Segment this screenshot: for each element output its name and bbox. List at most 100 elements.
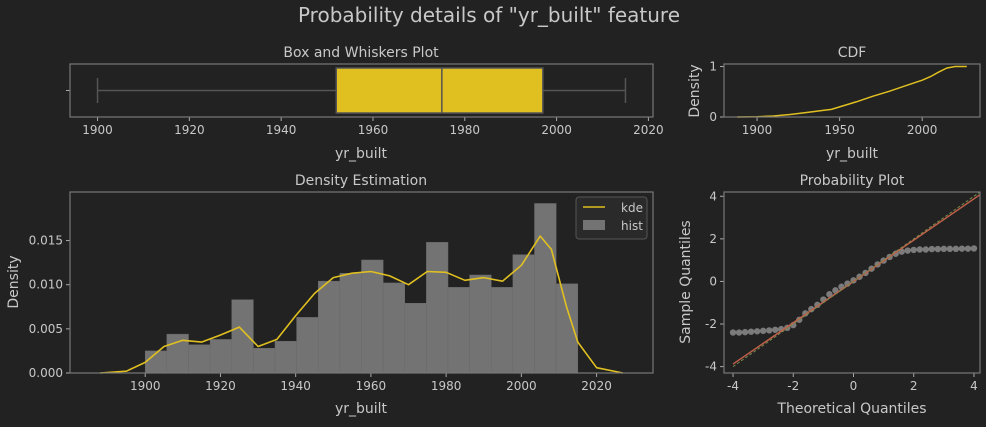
cdf-xlabel: yr_built bbox=[826, 146, 879, 162]
hist-bar bbox=[404, 302, 427, 374]
qq-ytick-label: -4 bbox=[705, 360, 717, 374]
density-legend: kde hist bbox=[575, 196, 648, 240]
box-xtick-label: 2000 bbox=[541, 123, 572, 137]
qq-point bbox=[765, 327, 773, 334]
qq-point bbox=[970, 245, 978, 252]
density-xlabel: yr_built bbox=[335, 401, 388, 417]
density-xtick-label: 2000 bbox=[506, 379, 537, 393]
density-panel: Density Estimation 1900 1920 1940 1960 1980 2… bbox=[6, 173, 654, 417]
hist-bar bbox=[491, 287, 514, 374]
hist-bar bbox=[209, 339, 232, 374]
hist-bar bbox=[447, 287, 470, 374]
hist-bar bbox=[188, 344, 211, 374]
qq-point bbox=[916, 246, 923, 253]
qq-point bbox=[934, 245, 942, 253]
box-xtick-label: 1980 bbox=[450, 123, 481, 137]
box-xtick-label: 1960 bbox=[358, 123, 389, 137]
density-ytick-label: 0.000 bbox=[29, 366, 63, 380]
box-xtick-label: 1940 bbox=[266, 123, 297, 137]
cdf-line bbox=[737, 65, 967, 118]
box-frame bbox=[69, 63, 654, 118]
qq-title: Probability Plot bbox=[800, 173, 905, 189]
box-xlabel: yr_built bbox=[335, 146, 388, 162]
hist-bar bbox=[339, 272, 362, 374]
hist-bar bbox=[382, 282, 406, 374]
density-xtick-label: 1960 bbox=[356, 379, 387, 393]
qq-ytick-label: 0 bbox=[709, 274, 717, 288]
legend-hist-swatch bbox=[583, 220, 605, 230]
hist-bar bbox=[555, 283, 579, 374]
qq-point bbox=[928, 245, 936, 253]
qq-point bbox=[759, 327, 767, 335]
box-panel: Box and Whiskers Plot 1900 1920 1940 1960 19… bbox=[66, 45, 664, 162]
qq-xtick-label: 2 bbox=[910, 379, 918, 393]
qq-point bbox=[747, 328, 755, 335]
hist-bar bbox=[361, 259, 384, 374]
cdf-xtick-label: 1900 bbox=[742, 123, 773, 137]
box-xtick-label: 2020 bbox=[633, 123, 664, 137]
qq-point bbox=[826, 291, 833, 298]
density-xtick-label: 1940 bbox=[280, 379, 311, 393]
figure-title: Probability details of "yr_built" featur… bbox=[298, 3, 680, 27]
density-xtick-label: 1980 bbox=[431, 379, 462, 393]
density-ylabel: Density bbox=[6, 255, 22, 308]
qq-point bbox=[940, 245, 948, 253]
cdf-panel: CDF 1900 1950 2000 0 1 yr_built Density bbox=[687, 45, 981, 162]
qq-point bbox=[735, 329, 743, 336]
cdf-ytick-label: 0 bbox=[709, 110, 717, 124]
qq-xtick-label: 0 bbox=[850, 379, 858, 393]
kde-line bbox=[100, 235, 624, 374]
qq-frame bbox=[723, 191, 981, 374]
density-title: Density Estimation bbox=[295, 173, 427, 189]
qq-ytick-label: 2 bbox=[709, 232, 717, 246]
qq-xtick-label: -4 bbox=[727, 379, 739, 393]
qq-point bbox=[741, 328, 749, 336]
qq-point bbox=[904, 247, 911, 254]
qq-point bbox=[910, 246, 917, 254]
cdf-title: CDF bbox=[838, 45, 867, 61]
qq-point bbox=[729, 329, 737, 336]
hist-bar bbox=[274, 340, 297, 374]
qq-point bbox=[946, 245, 954, 253]
legend-hist-label: hist bbox=[621, 219, 643, 233]
qq-xtick-label: 4 bbox=[970, 379, 978, 393]
cdf-ytick-label: 1 bbox=[709, 60, 717, 74]
density-ytick-label: 0.005 bbox=[29, 322, 63, 336]
density-xtick-label: 1900 bbox=[130, 379, 161, 393]
qq-ytick-label: 4 bbox=[709, 189, 717, 203]
cdf-ylabel: Density bbox=[687, 64, 703, 117]
qq-point bbox=[772, 326, 779, 333]
qq-reference-line bbox=[732, 191, 981, 368]
hist-bar bbox=[426, 242, 449, 374]
qq-point bbox=[964, 245, 972, 252]
qq-xtick-label: -2 bbox=[787, 379, 799, 393]
density-xtick-label: 1920 bbox=[205, 379, 236, 393]
density-xtick-label: 2020 bbox=[581, 379, 612, 393]
qq-point bbox=[922, 246, 929, 253]
hist-bar bbox=[253, 348, 276, 374]
density-frame bbox=[69, 191, 654, 374]
qq-xlabel: Theoretical Quantiles bbox=[776, 401, 926, 417]
cdf-xtick-label: 2000 bbox=[907, 123, 938, 137]
qq-ytick-label: -2 bbox=[705, 317, 717, 331]
qq-panel: Probability Plot -4 -2 0 2 4 -4 -2 0 2 4 Theoreti… bbox=[678, 173, 981, 417]
cdf-xtick-label: 1950 bbox=[824, 123, 855, 137]
box-title: Box and Whiskers Plot bbox=[283, 45, 439, 61]
hist-bar bbox=[469, 274, 492, 374]
cdf-frame bbox=[723, 63, 981, 118]
qq-point bbox=[952, 245, 960, 253]
hist-bar bbox=[512, 254, 535, 374]
density-ytick-label: 0.015 bbox=[29, 234, 63, 248]
hist-bar bbox=[231, 299, 254, 374]
box-iqr bbox=[335, 67, 544, 114]
box-xtick-label: 1900 bbox=[82, 123, 113, 137]
qq-point bbox=[753, 328, 761, 335]
qq-point bbox=[958, 245, 966, 252]
density-ytick-label: 0.010 bbox=[29, 278, 63, 292]
hist-bar bbox=[296, 317, 319, 374]
qq-ylabel: Sample Quantiles bbox=[678, 220, 694, 343]
box-xtick-label: 1920 bbox=[174, 123, 205, 137]
hist-bar bbox=[534, 203, 557, 374]
legend-kde-label: kde bbox=[621, 201, 643, 215]
